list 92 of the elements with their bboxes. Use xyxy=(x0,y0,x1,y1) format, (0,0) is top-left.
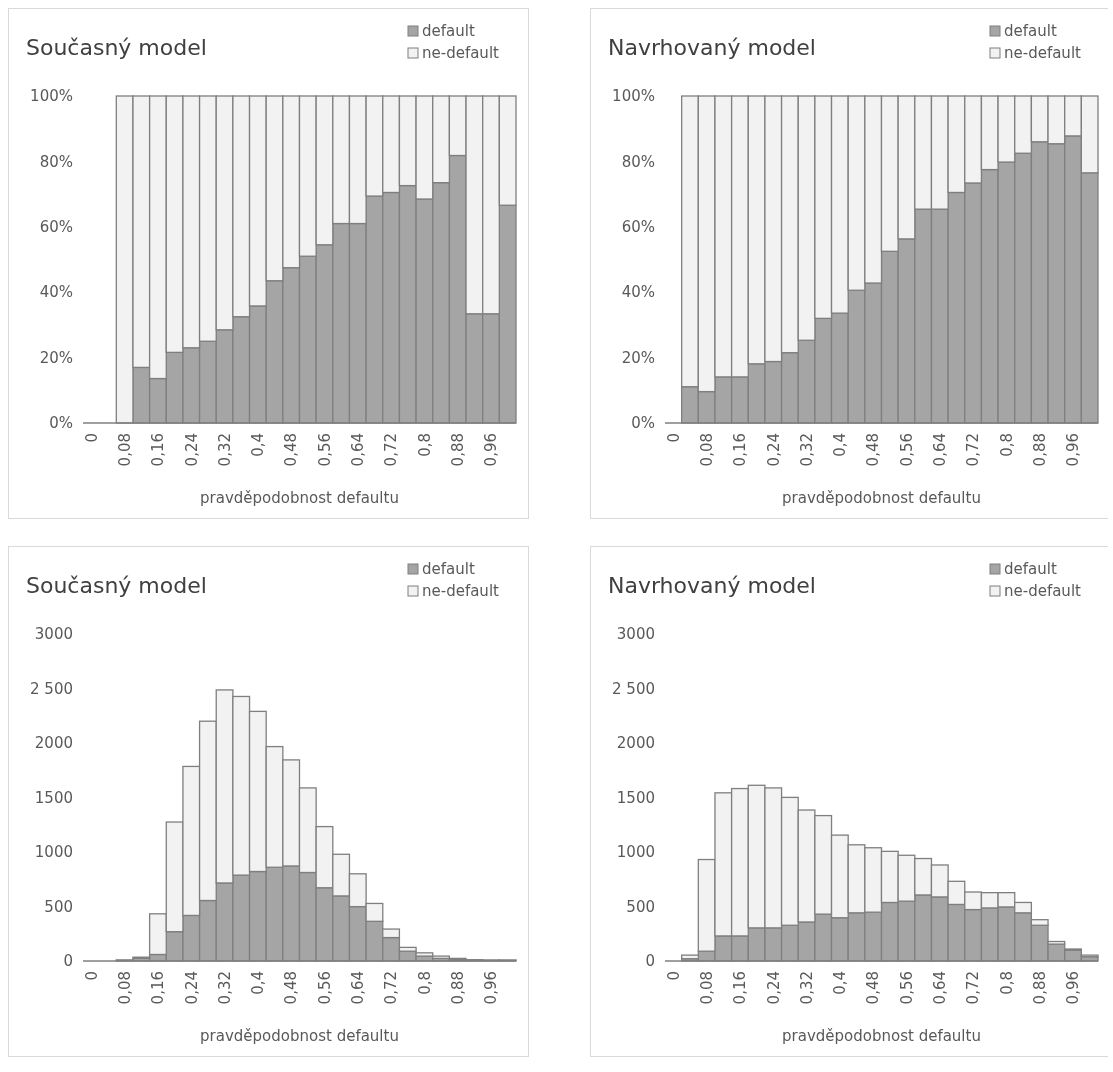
x-tick-label: 0,48 xyxy=(282,971,301,1005)
x-tick-label: 0,72 xyxy=(964,971,983,1005)
y-tick-label: 500 xyxy=(626,897,655,916)
x-tick-label: 0,56 xyxy=(897,433,916,467)
y-tick-label: 1500 xyxy=(34,788,73,807)
x-tick-label: 0,64 xyxy=(931,971,950,1005)
y-tick-label: 60% xyxy=(39,218,73,237)
x-tick-label: 0,96 xyxy=(1064,971,1083,1005)
chart-title: Současný model xyxy=(26,573,207,598)
x-tick-label: 0,4 xyxy=(249,971,268,995)
x-tick-label: 0,24 xyxy=(764,971,783,1005)
x-tick-label: 0,32 xyxy=(215,433,234,467)
y-tick-label: 100% xyxy=(30,87,73,106)
y-tick-label: 2000 xyxy=(616,734,655,753)
y-tick-label: 3000 xyxy=(34,625,73,644)
x-axis-title: pravděpodobnost defaultu xyxy=(200,489,399,507)
x-tick-label: 0,96 xyxy=(482,433,501,467)
x-tick-label: 0,64 xyxy=(931,433,950,467)
x-tick-label: 0,08 xyxy=(115,971,134,1005)
x-tick-label: 0,88 xyxy=(448,971,467,1005)
y-tick-label: 40% xyxy=(39,283,73,302)
x-tick-label: 0,24 xyxy=(182,971,201,1005)
x-tick-label: 0 xyxy=(664,971,683,981)
y-tick-label: 100% xyxy=(612,87,655,106)
y-tick-label: 500 xyxy=(44,897,73,916)
x-tick-label: 0,8 xyxy=(415,433,434,457)
x-tick-label: 0,16 xyxy=(731,971,750,1005)
x-tick-label: 0,4 xyxy=(831,971,850,995)
y-tick-label: 0% xyxy=(49,414,73,433)
y-tick-label: 3000 xyxy=(616,625,655,644)
legend-label: ne-default xyxy=(1004,582,1082,600)
x-tick-label: 0,96 xyxy=(482,971,501,1005)
x-tick-label: 0,56 xyxy=(315,433,334,467)
x-axis-title: pravděpodobnost defaultu xyxy=(782,1027,981,1045)
y-tick-label: 2 500 xyxy=(612,679,655,698)
y-tick-label: 0% xyxy=(631,414,655,433)
y-tick-label: 80% xyxy=(39,152,73,171)
x-tick-label: 0,88 xyxy=(448,433,467,467)
x-tick-label: 0 xyxy=(82,971,101,981)
x-tick-label: 0,64 xyxy=(349,971,368,1005)
x-tick-label: 0,56 xyxy=(897,971,916,1005)
x-tick-label: 0,32 xyxy=(215,971,234,1005)
x-tick-label: 0,48 xyxy=(864,971,883,1005)
y-tick-label: 1000 xyxy=(616,843,655,862)
x-tick-label: 0,72 xyxy=(382,433,401,467)
x-axis-title: pravděpodobnost defaultu xyxy=(782,489,981,507)
x-tick-label: 0,08 xyxy=(697,433,716,467)
x-tick-label: 0,88 xyxy=(1030,971,1049,1005)
chart-title: Navrhovaný model xyxy=(608,35,816,60)
y-tick-label: 2 500 xyxy=(30,679,73,698)
x-tick-label: 0,8 xyxy=(997,971,1016,995)
x-tick-label: 0,08 xyxy=(697,971,716,1005)
chart-title: Současný model xyxy=(26,35,207,60)
x-tick-label: 0,4 xyxy=(249,433,268,457)
x-tick-label: 0,72 xyxy=(382,971,401,1005)
x-tick-label: 0,08 xyxy=(115,433,134,467)
x-tick-label: 0,4 xyxy=(831,433,850,457)
x-tick-label: 0,24 xyxy=(182,433,201,467)
y-tick-label: 40% xyxy=(621,283,655,302)
x-tick-label: 0,16 xyxy=(731,433,750,467)
y-tick-label: 60% xyxy=(621,218,655,237)
x-tick-label: 0,32 xyxy=(797,971,816,1005)
x-tick-label: 0 xyxy=(664,433,683,443)
y-tick-label: 1500 xyxy=(616,788,655,807)
x-tick-label: 0,96 xyxy=(1064,433,1083,467)
x-tick-label: 0,48 xyxy=(282,433,301,467)
x-tick-label: 0,24 xyxy=(764,433,783,467)
chart-title: Navrhovaný model xyxy=(608,573,816,598)
legend-label: default xyxy=(422,560,475,578)
x-tick-label: 0 xyxy=(82,433,101,443)
x-tick-label: 0,8 xyxy=(997,433,1016,457)
x-tick-label: 0,32 xyxy=(797,433,816,467)
y-tick-label: 1000 xyxy=(34,843,73,862)
legend-label: ne-default xyxy=(422,44,500,62)
y-tick-label: 2000 xyxy=(34,734,73,753)
y-tick-label: 80% xyxy=(621,152,655,171)
y-tick-label: 20% xyxy=(39,348,73,367)
y-tick-label: 20% xyxy=(621,348,655,367)
legend-label: default xyxy=(422,22,475,40)
x-tick-label: 0,48 xyxy=(864,433,883,467)
x-tick-label: 0,8 xyxy=(415,971,434,995)
x-tick-label: 0,64 xyxy=(349,433,368,467)
x-axis-title: pravděpodobnost defaultu xyxy=(200,1027,399,1045)
x-tick-label: 0,88 xyxy=(1030,433,1049,467)
x-tick-label: 0,16 xyxy=(149,971,168,1005)
x-tick-label: 0,72 xyxy=(964,433,983,467)
legend-label: default xyxy=(1004,22,1057,40)
x-tick-label: 0,16 xyxy=(149,433,168,467)
legend-label: default xyxy=(1004,560,1057,578)
legend-label: ne-default xyxy=(422,582,500,600)
x-tick-label: 0,56 xyxy=(315,971,334,1005)
legend-label: ne-default xyxy=(1004,44,1082,62)
